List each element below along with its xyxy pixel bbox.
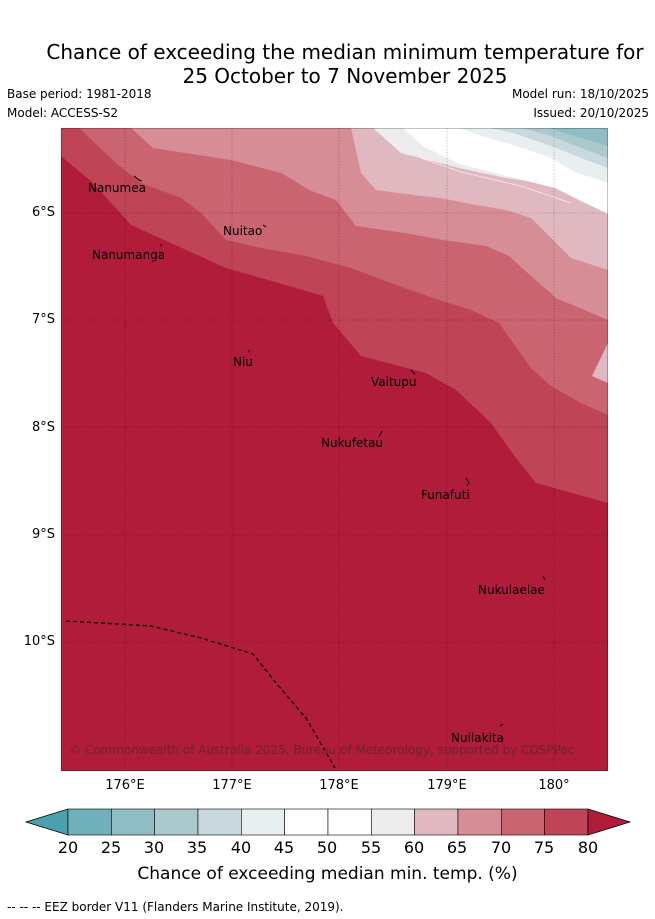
island-nuilakita: [499, 723, 504, 727]
colorbar-tick: 25: [100, 838, 122, 857]
colorbar-tick: 80: [577, 838, 599, 857]
colorbar-segment: [67, 808, 112, 836]
colorbar-tick: 40: [230, 838, 252, 857]
island-nuitao: [262, 224, 267, 228]
colorbar-tick: 70: [490, 838, 512, 857]
colorbar-segment: [241, 808, 285, 836]
lon-label: 178°E: [319, 778, 359, 793]
island-nanumea: [133, 175, 143, 182]
colorbar-segment: [371, 808, 415, 836]
eez-border: [65, 620, 336, 769]
zone-25-30: [549, 128, 608, 146]
colorbar-tick: 50: [316, 838, 338, 857]
colorbar-tick: 30: [143, 838, 165, 857]
issued-date: Issued: 20/10/2025: [533, 106, 649, 120]
colorbar-segment: [500, 808, 545, 836]
colorbar-segment: [111, 808, 155, 836]
colorbar-segment: [327, 808, 372, 836]
place-label: Nanumea: [88, 181, 146, 195]
probability-map: [61, 128, 608, 771]
island-nukulaelae: [542, 575, 546, 581]
island-niu: [247, 349, 251, 353]
colorbar-label: Chance of exceeding median min. temp. (%…: [137, 864, 518, 884]
colorbar-segment: [544, 808, 589, 836]
lon-label: 176°E: [105, 778, 145, 793]
place-label: Funafuti: [421, 488, 470, 502]
colorbar-tick: 35: [186, 838, 208, 857]
lon-label: 179°E: [427, 778, 467, 793]
lat-label: 9°S: [31, 527, 55, 542]
title-line-2: 25 October to 7 November 2025: [182, 64, 508, 88]
place-label: Niu: [233, 355, 253, 369]
lat-label: 8°S: [31, 420, 55, 435]
eez-legend-note: -- -- -- EEZ border V11 (Flanders Marine…: [7, 900, 344, 914]
model-name: Model: ACCESS-S2: [7, 106, 119, 120]
place-label: Nukufetau: [321, 436, 384, 450]
island-nanumanga: [159, 243, 163, 247]
colorbar-tick: 75: [533, 838, 555, 857]
colorbar-tick: 65: [446, 838, 468, 857]
graticule: [61, 128, 608, 771]
colorbar-extend-high: [587, 808, 632, 836]
lon-label: 177°E: [212, 778, 252, 793]
colorbar-tick: 55: [360, 838, 382, 857]
colorbar-tick: 45: [273, 838, 295, 857]
model-run: Model run: 18/10/2025: [511, 87, 649, 101]
island-funafuti: [465, 477, 470, 487]
place-label: Vaitupu: [371, 375, 417, 389]
colorbar-segment: [284, 808, 329, 836]
base-period: Base period: 1981-2018: [7, 87, 152, 101]
place-label: Nuitao: [223, 224, 263, 238]
colorbar-extend-low: [24, 808, 69, 836]
place-label: Nanumanga: [92, 248, 166, 262]
colorbar-tick: 20: [57, 838, 79, 857]
copyright-notice: © Commonwealth of Australia 2025, Bureau…: [69, 743, 575, 757]
islands: [133, 175, 546, 727]
colorbar-segment: [197, 808, 242, 836]
title-line-1: Chance of exceeding the median minimum t…: [46, 40, 644, 64]
colorbar: [24, 808, 632, 836]
colorbar-segment: [414, 808, 459, 836]
map-title: Chance of exceeding the median minimum t…: [0, 40, 655, 88]
place-label: Nukulaelae: [478, 583, 545, 597]
island-vaitupu: [410, 369, 416, 375]
lat-label: 6°S: [31, 205, 55, 220]
contour-map: [61, 128, 608, 771]
lat-label: 10°S: [23, 634, 55, 649]
colorbar-segment: [154, 808, 199, 836]
lon-label: 180°: [538, 778, 570, 793]
zone-patch-right: [592, 343, 608, 383]
colorbar-segment: [457, 808, 502, 836]
lat-label: 7°S: [31, 312, 55, 327]
colorbar-tick: 60: [403, 838, 425, 857]
contour-lines: [420, 135, 608, 204]
map-border: [61, 128, 608, 771]
island-nukufetau: [378, 430, 383, 438]
place-label: Nuilakita: [451, 731, 504, 745]
